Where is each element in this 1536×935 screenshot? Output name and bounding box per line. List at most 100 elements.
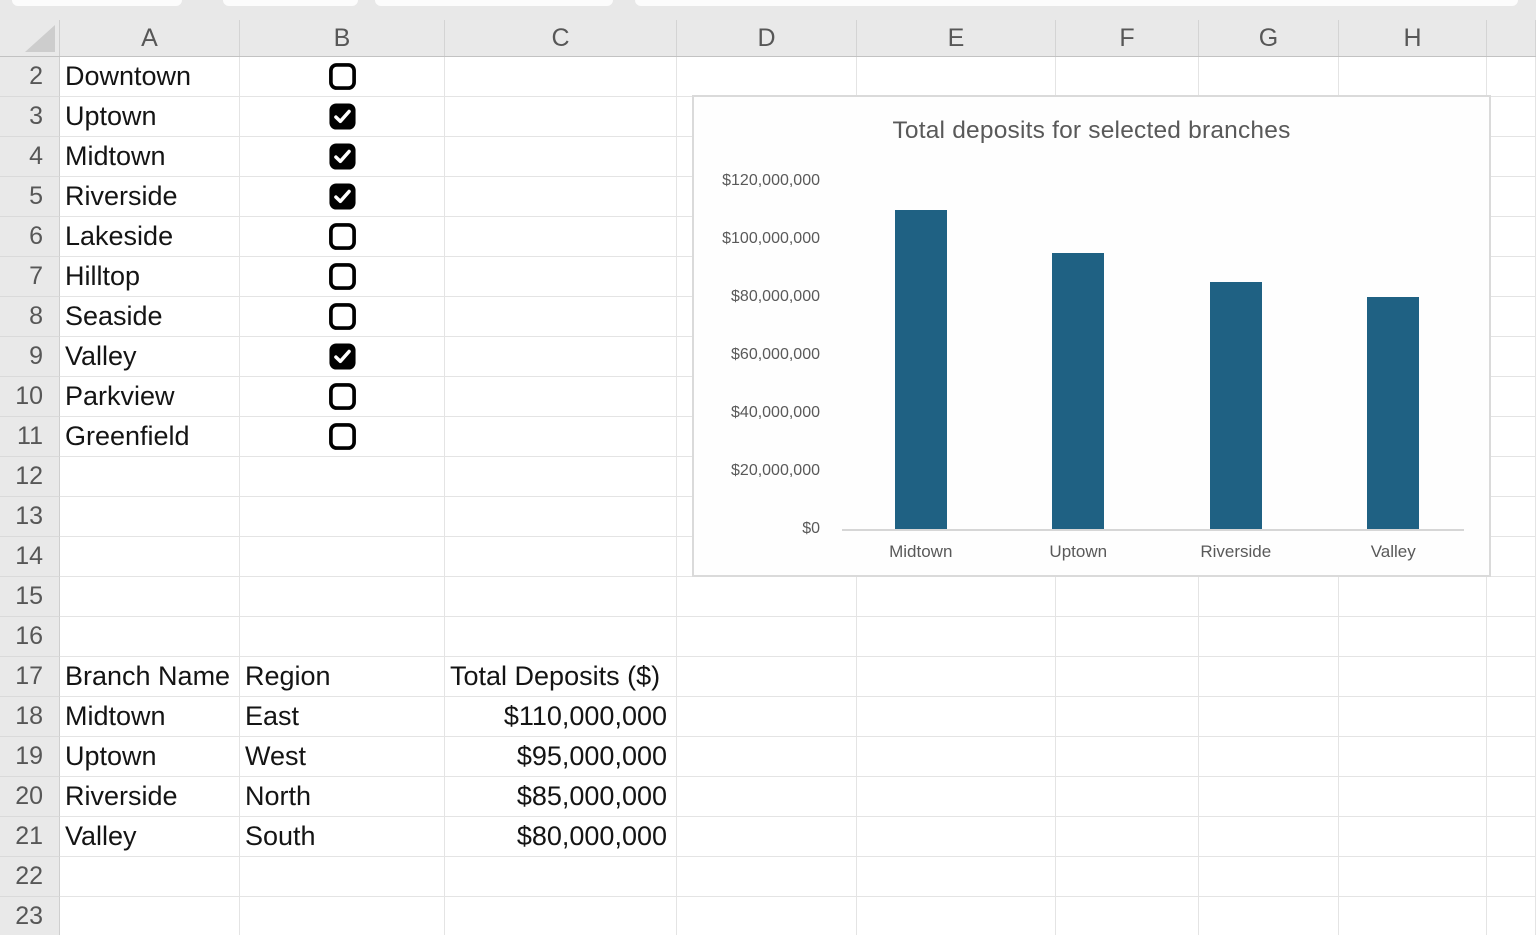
cell-B15[interactable] <box>240 577 445 617</box>
cell-A9[interactable]: Valley <box>60 337 240 377</box>
cell-G18[interactable] <box>1199 697 1339 737</box>
cell-A21[interactable]: Valley <box>60 817 240 857</box>
row-header-21[interactable]: 21 <box>0 817 60 857</box>
cell-C10[interactable] <box>445 377 677 417</box>
cell-A23[interactable] <box>60 897 240 935</box>
row-header-15[interactable]: 15 <box>0 577 60 617</box>
cell-I5[interactable] <box>1487 177 1536 217</box>
row-header-13[interactable]: 13 <box>0 497 60 537</box>
cell-B22[interactable] <box>240 857 445 897</box>
cell-I3[interactable] <box>1487 97 1536 137</box>
cell-H23[interactable] <box>1339 897 1487 935</box>
cell-A17[interactable]: Branch Name <box>60 657 240 697</box>
cell-I8[interactable] <box>1487 297 1536 337</box>
deposits-chart[interactable]: Total deposits for selected branches $0 $… <box>692 95 1491 577</box>
browser-tab[interactable] <box>635 0 1518 6</box>
cell-A6[interactable]: Lakeside <box>60 217 240 257</box>
cell-B16[interactable] <box>240 617 445 657</box>
checkbox-parkview[interactable] <box>240 377 445 417</box>
cell-C22[interactable] <box>445 857 677 897</box>
cell-B23[interactable] <box>240 897 445 935</box>
cell-F18[interactable] <box>1056 697 1199 737</box>
cell-C23[interactable] <box>445 897 677 935</box>
cell-H15[interactable] <box>1339 577 1487 617</box>
cell-I14[interactable] <box>1487 537 1536 577</box>
cell-A2[interactable]: Downtown <box>60 57 240 97</box>
cell-B20[interactable]: North <box>240 777 445 817</box>
cell-I12[interactable] <box>1487 457 1536 497</box>
row-header-3[interactable]: 3 <box>0 97 60 137</box>
cell-I9[interactable] <box>1487 337 1536 377</box>
cell-B17[interactable]: Region <box>240 657 445 697</box>
cell-E2[interactable] <box>857 57 1056 97</box>
cell-I16[interactable] <box>1487 617 1536 657</box>
row-header-5[interactable]: 5 <box>0 177 60 217</box>
checkbox-hilltop[interactable] <box>240 257 445 297</box>
cell-C4[interactable] <box>445 137 677 177</box>
cell-E23[interactable] <box>857 897 1056 935</box>
cell-D16[interactable] <box>677 617 857 657</box>
column-header-D[interactable]: D <box>677 20 857 56</box>
cell-E19[interactable] <box>857 737 1056 777</box>
cell-C15[interactable] <box>445 577 677 617</box>
cell-F22[interactable] <box>1056 857 1199 897</box>
cell-C16[interactable] <box>445 617 677 657</box>
row-header-9[interactable]: 9 <box>0 337 60 377</box>
cell-H20[interactable] <box>1339 777 1487 817</box>
cell-G15[interactable] <box>1199 577 1339 617</box>
row-header-14[interactable]: 14 <box>0 537 60 577</box>
checkbox-lakeside[interactable] <box>240 217 445 257</box>
row-header-23[interactable]: 23 <box>0 897 60 935</box>
row-header-19[interactable]: 19 <box>0 737 60 777</box>
cell-A10[interactable]: Parkview <box>60 377 240 417</box>
cell-I10[interactable] <box>1487 377 1536 417</box>
cell-D17[interactable] <box>677 657 857 697</box>
cell-C7[interactable] <box>445 257 677 297</box>
cell-B19[interactable]: West <box>240 737 445 777</box>
cell-I18[interactable] <box>1487 697 1536 737</box>
browser-tab[interactable] <box>223 0 358 6</box>
cell-H18[interactable] <box>1339 697 1487 737</box>
cell-G22[interactable] <box>1199 857 1339 897</box>
cell-E16[interactable] <box>857 617 1056 657</box>
row-header-7[interactable]: 7 <box>0 257 60 297</box>
cell-F15[interactable] <box>1056 577 1199 617</box>
cell-D15[interactable] <box>677 577 857 617</box>
cell-I13[interactable] <box>1487 497 1536 537</box>
cell-A7[interactable]: Hilltop <box>60 257 240 297</box>
cell-F20[interactable] <box>1056 777 1199 817</box>
row-header-18[interactable]: 18 <box>0 697 60 737</box>
column-header-partial[interactable] <box>1487 20 1536 56</box>
cell-I21[interactable] <box>1487 817 1536 857</box>
cell-C8[interactable] <box>445 297 677 337</box>
cell-F23[interactable] <box>1056 897 1199 935</box>
cell-A3[interactable]: Uptown <box>60 97 240 137</box>
cell-F16[interactable] <box>1056 617 1199 657</box>
row-header-17[interactable]: 17 <box>0 657 60 697</box>
cell-I11[interactable] <box>1487 417 1536 457</box>
cell-A13[interactable] <box>60 497 240 537</box>
cell-E17[interactable] <box>857 657 1056 697</box>
cell-B18[interactable]: East <box>240 697 445 737</box>
cell-E22[interactable] <box>857 857 1056 897</box>
cell-G16[interactable] <box>1199 617 1339 657</box>
cell-C3[interactable] <box>445 97 677 137</box>
column-header-E[interactable]: E <box>857 20 1056 56</box>
cell-A8[interactable]: Seaside <box>60 297 240 337</box>
cell-B12[interactable] <box>240 457 445 497</box>
row-header-16[interactable]: 16 <box>0 617 60 657</box>
cell-A18[interactable]: Midtown <box>60 697 240 737</box>
cell-B13[interactable] <box>240 497 445 537</box>
cell-I2[interactable] <box>1487 57 1536 97</box>
cell-F17[interactable] <box>1056 657 1199 697</box>
cell-G20[interactable] <box>1199 777 1339 817</box>
row-header-6[interactable]: 6 <box>0 217 60 257</box>
cell-E15[interactable] <box>857 577 1056 617</box>
cell-H16[interactable] <box>1339 617 1487 657</box>
cell-A5[interactable]: Riverside <box>60 177 240 217</box>
cell-G17[interactable] <box>1199 657 1339 697</box>
cell-C18[interactable]: $110,000,000 <box>445 697 677 737</box>
cell-E20[interactable] <box>857 777 1056 817</box>
row-header-8[interactable]: 8 <box>0 297 60 337</box>
cell-A11[interactable]: Greenfield <box>60 417 240 457</box>
